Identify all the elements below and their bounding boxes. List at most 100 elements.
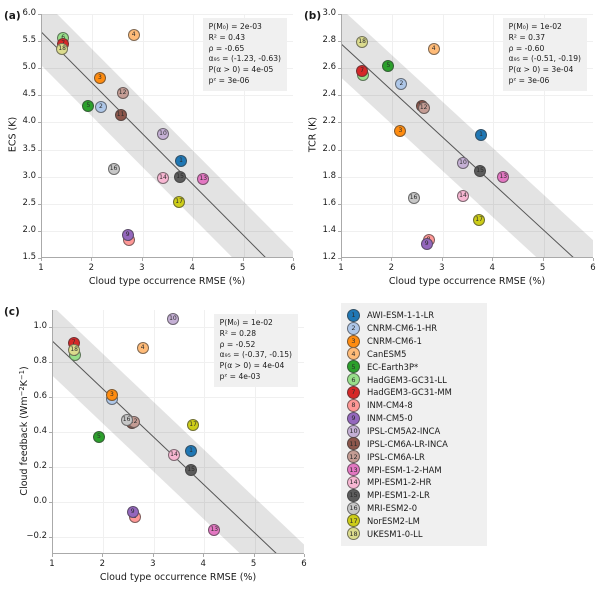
data-point[interactable]: 3 <box>93 71 106 84</box>
legend-item[interactable]: 17 NorESM2-LM <box>347 514 479 528</box>
legend-item-label: INM-CM5-0 <box>367 413 413 424</box>
data-point[interactable]: 9 <box>126 506 139 519</box>
data-point[interactable]: 18 <box>68 344 81 357</box>
data-point[interactable]: 15 <box>474 165 487 178</box>
data-point[interactable]: 5 <box>92 431 105 444</box>
legend-item[interactable]: 2 CNRM-CM6-1-HR <box>347 321 479 335</box>
legend-swatch-icon: 18 <box>347 527 360 541</box>
gridline-y <box>342 230 593 232</box>
model-legend: 1 AWI-ESM-1-1-LR 2 CNRM-CM6-1-HR 3 CNRM-CM6-1… <box>341 303 487 547</box>
data-point[interactable]: 1 <box>185 445 198 458</box>
data-point[interactable]: 16 <box>107 162 120 175</box>
data-point[interactable]: 17 <box>187 419 200 432</box>
xtick-label: 5 <box>250 559 257 569</box>
data-point[interactable]: 10 <box>456 157 469 170</box>
data-point[interactable]: 14 <box>156 171 169 184</box>
data-point[interactable]: 2 <box>94 100 107 113</box>
x-axis-title-a: Cloud type occurrence RMSE (%) <box>88 276 246 287</box>
xtick-label: 3 <box>150 559 156 569</box>
data-point[interactable]: 3 <box>394 124 407 137</box>
legend-item[interactable]: 18 UKESM1-0-LL <box>347 527 479 541</box>
legend-swatch-icon: 4 <box>347 347 360 361</box>
data-point[interactable]: 18 <box>56 43 69 56</box>
legend-item[interactable]: 5 EC-Earth3P* <box>347 360 479 374</box>
gridline-y <box>42 95 293 97</box>
data-point[interactable]: 13 <box>197 172 210 185</box>
xtick-label: 1 <box>49 559 55 569</box>
legend-item[interactable]: 15 MPI-ESM1-2-LR <box>347 488 479 502</box>
stat-alpha95: α₉₅ = (-0.37, -0.15) <box>219 350 292 360</box>
legend-item[interactable]: 3 CNRM-CM6-1 <box>347 334 479 348</box>
gridline-y <box>53 397 304 399</box>
ytick-mark <box>338 149 341 151</box>
legend-item[interactable]: 14 MPI-ESM1-2-HR <box>347 475 479 489</box>
data-point[interactable]: 10 <box>166 312 179 325</box>
gridline-x <box>543 14 545 257</box>
gridline-y <box>53 501 304 503</box>
legend-item[interactable]: 1 AWI-ESM-1-1-LR <box>347 308 479 322</box>
ytick-mark <box>38 95 41 97</box>
ytick-label: 5.5 <box>22 35 36 46</box>
data-point[interactable]: 13 <box>497 170 510 183</box>
data-point[interactable]: 16 <box>120 413 133 426</box>
data-point[interactable]: 17 <box>473 214 486 227</box>
data-point[interactable]: 18 <box>356 36 369 49</box>
legend-item-label: CNRM-CM6-1-HR <box>367 323 438 334</box>
data-point[interactable]: 1 <box>475 128 488 141</box>
data-point[interactable]: 9 <box>121 229 134 242</box>
legend-item[interactable]: 6 HadGEM3-GC31-LL <box>347 373 479 387</box>
data-point[interactable]: 4 <box>127 28 140 41</box>
legend-item[interactable]: 12 IPSL-CM6A-LR <box>347 450 479 464</box>
data-point[interactable]: 11 <box>114 109 127 122</box>
data-point[interactable]: 4 <box>427 43 440 56</box>
xtick-label: 6 <box>301 559 307 569</box>
xtick-label: 5 <box>539 263 546 273</box>
xtick-label: 3 <box>439 263 445 273</box>
data-point[interactable]: 1 <box>175 154 188 167</box>
ytick-mark <box>338 230 341 232</box>
data-point[interactable]: 14 <box>456 189 469 202</box>
data-point[interactable]: 4 <box>136 342 149 355</box>
stat-rho: ρ = -0.52 <box>219 339 256 349</box>
ytick-mark <box>49 362 52 364</box>
ytick-label: 2.4 <box>322 89 336 100</box>
legend-item[interactable]: 16 MRI-ESM2-0 <box>347 501 479 515</box>
ytick-mark <box>38 122 41 124</box>
legend-item[interactable]: 4 CanESM5 <box>347 347 479 361</box>
legend-item[interactable]: 13 MPI-ESM-1-2-HAM <box>347 463 479 477</box>
legend-item[interactable]: 8 INM-CM4-8 <box>347 398 479 412</box>
xtick-mark <box>91 258 93 261</box>
stat-rho: ρ = -0.60 <box>508 43 545 53</box>
data-point[interactable]: 12 <box>417 101 430 114</box>
ytick-label: 2.8 <box>322 35 336 46</box>
legend-swatch-icon: 9 <box>347 411 360 425</box>
data-point[interactable]: 7 <box>356 64 369 77</box>
data-point[interactable]: 10 <box>156 127 169 140</box>
data-point[interactable]: 13 <box>208 523 221 536</box>
data-point[interactable]: 16 <box>407 192 420 205</box>
data-point[interactable]: 12 <box>116 86 129 99</box>
data-point[interactable]: 3 <box>105 389 118 402</box>
gridline-x <box>193 14 195 257</box>
ytick-label: 0.6 <box>33 391 47 402</box>
xtick-mark <box>441 258 443 261</box>
legend-item[interactable]: 9 INM-CM5-0 <box>347 411 479 425</box>
data-point[interactable]: 5 <box>82 99 95 112</box>
data-point[interactable]: 5 <box>382 59 395 72</box>
data-point[interactable]: 15 <box>185 464 198 477</box>
gridline-x <box>103 310 105 553</box>
ytick-label: 6.0 <box>22 8 36 18</box>
legend-item[interactable]: 10 IPSL-CM5A2-INCA <box>347 424 479 438</box>
legend-item-label: IPSL-CM5A2-INCA <box>367 426 441 437</box>
data-point[interactable]: 17 <box>173 195 186 208</box>
gridline-y <box>342 203 593 205</box>
data-point[interactable]: 2 <box>395 78 408 91</box>
legend-item[interactable]: 7 HadGEM3-GC31-MM <box>347 385 479 399</box>
legend-item-label: NorESM2-LM <box>367 515 420 526</box>
data-point[interactable]: 9 <box>420 238 433 251</box>
data-point[interactable]: 14 <box>167 448 180 461</box>
legend-item[interactable]: 11 IPSL-CM6A-LR-INCA <box>347 437 479 451</box>
ytick-mark <box>338 258 341 259</box>
data-point[interactable]: 15 <box>174 170 187 183</box>
stat-alpha95: α₉₅ = (-0.51, -0.19) <box>508 54 581 64</box>
